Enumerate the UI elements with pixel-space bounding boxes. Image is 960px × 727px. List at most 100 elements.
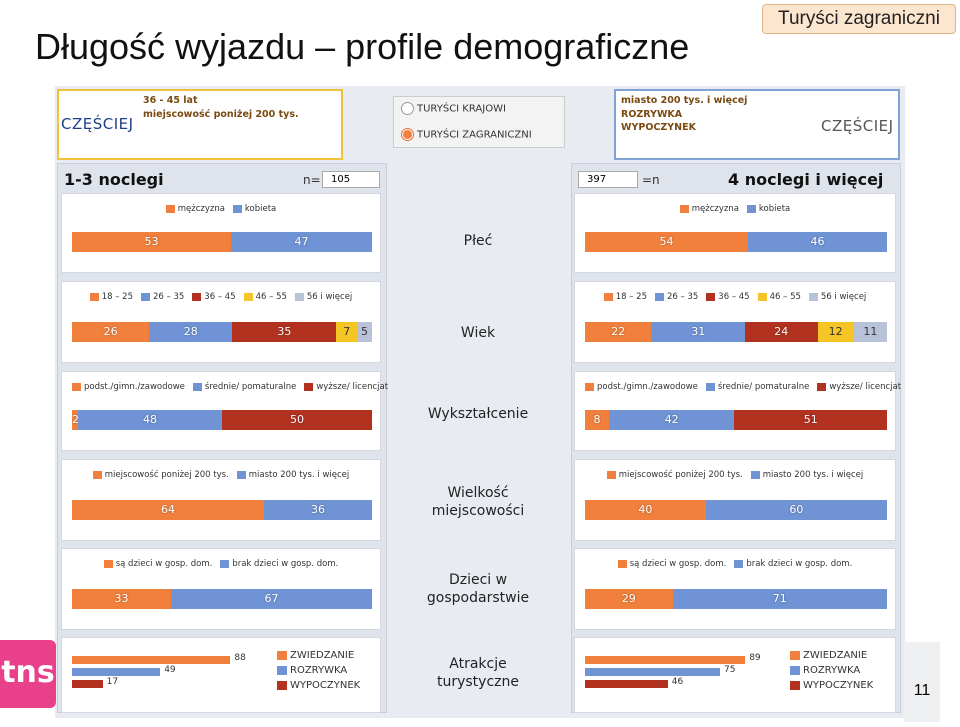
legend-item: średnie/ pomaturalne [192, 382, 297, 392]
segment-right-line2: ROZRYWKA [621, 109, 683, 120]
bar-segment: 28 [149, 322, 233, 342]
attraction-value: 75 [724, 665, 736, 675]
radio-domestic-label: TURYŚCI KRAJOWI [417, 103, 506, 115]
legend-item: miejscowość poniżej 200 tys. [92, 470, 229, 480]
legend-item: kobieta [232, 204, 277, 214]
legend-text: 46 – 55 [769, 292, 801, 302]
attraction-value: 17 [106, 677, 119, 687]
bar-segment: 54 [585, 232, 749, 252]
segment-left-line2: miejscowość poniżej 200 tys. [143, 109, 299, 120]
stacked-bar: 33 67 [72, 589, 372, 609]
radio-domestic[interactable]: TURYŚCI KRAJOWI [401, 102, 506, 115]
bar-segment: 24 [745, 322, 818, 342]
legend-text: 56 i więcej [820, 292, 867, 302]
panel-right-title: 4 noclegi i więcej [728, 170, 884, 189]
legend-text: podst./gimn./zawodowe [597, 382, 698, 392]
legend-text: mężczyzna [691, 204, 739, 214]
chart-card-5-0: 88 49 17 ZWIEDZANIE ROZRYWKA WYPOCZYNEK [61, 637, 381, 713]
category-label-1: Wiek [403, 324, 553, 342]
legend-text: miejscowość poniżej 200 tys. [104, 470, 229, 480]
legend-item: 26 – 35 [655, 292, 698, 302]
panel-right-n-value: 397 [578, 171, 638, 188]
bar-segment: 46 [748, 232, 887, 252]
tns-logo: tns [0, 640, 56, 708]
chart-card-2-1: podst./gimn./zawodowe średnie/ pomaturaln… [574, 371, 901, 451]
category-label-5: Atrakcje turystyczne [403, 655, 553, 691]
category-label-0: Płeć [403, 232, 553, 250]
radio-foreign[interactable]: TURYŚCI ZAGRANICZNI [401, 128, 532, 141]
segment-right-line1: miasto 200 tys. i więcej [621, 95, 748, 106]
bar-segment: 53 [72, 232, 231, 252]
attraction-value: 89 [749, 653, 761, 663]
legend-text: wyższe/ licencjat [316, 382, 389, 392]
legend-item: miejscowość poniżej 200 tys. [606, 470, 743, 480]
panel-right-n-label: =n [642, 173, 660, 187]
stacked-bar: 64 36 [72, 500, 372, 520]
bar-segment: 48 [78, 410, 222, 430]
legend-text: ROZRYWKA [803, 665, 861, 676]
bar-segment: 12 [817, 322, 854, 342]
category-label-line: miejscowości [431, 503, 525, 519]
chart-card-0-1: mężczyzna kobieta 54 46 [574, 193, 896, 273]
chart-card-5-1: 89 75 46 ZWIEDZANIE ROZRYWKA WYPOCZYNEK [574, 637, 896, 713]
radio-selected-icon [401, 128, 414, 141]
legend-swatch [294, 292, 304, 301]
bar-segment: 2 [72, 410, 78, 430]
panel-left-title: 1-3 noclegi [64, 170, 164, 189]
segment-left-line1: 36 - 45 lat [143, 95, 198, 106]
legend-swatch [750, 470, 760, 479]
legend-swatch [92, 470, 102, 479]
legend-swatch [817, 382, 827, 391]
attraction-bar [585, 656, 746, 664]
page-number: 11 [904, 642, 940, 722]
legend-text: brak dzieci w gosp. dom. [746, 559, 853, 569]
legend-item: 56 i więcej [808, 292, 867, 302]
legend-text: 18 – 25 [615, 292, 647, 302]
chart-legend: są dzieci w gosp. dom. brak dzieci w gosp… [575, 559, 895, 569]
bar-segment: 60 [705, 500, 887, 520]
bar-segment: 7 [336, 322, 358, 342]
legend-item: podst./gimn./zawodowe [72, 382, 185, 392]
stacked-bar: 22 31 24 12 11 [585, 322, 887, 342]
legend-text: miejscowość poniżej 200 tys. [618, 470, 743, 480]
legend-swatch [89, 292, 99, 301]
chart-legend: podst./gimn./zawodowe średnie/ pomaturaln… [62, 382, 388, 392]
legend-swatch [808, 292, 818, 301]
bar-segment: 36 [264, 500, 372, 520]
legend-swatch [705, 382, 715, 391]
legend-text: kobieta [758, 204, 791, 214]
radio-foreign-label: TURYŚCI ZAGRANICZNI [417, 129, 532, 141]
legend-swatch [277, 650, 287, 660]
legend-item: ZWIEDZANIE [277, 648, 360, 663]
chart-legend: miejscowość poniżej 200 tys. miasto 200 t… [575, 470, 895, 480]
category-label-line: Atrakcje [449, 656, 507, 672]
legend-text: wyższe/ licencjat [829, 382, 902, 392]
bar-segment: 31 [651, 322, 746, 342]
legend-swatch [141, 292, 150, 301]
legend-item: mężczyzna [679, 204, 739, 214]
legend-item: 36 – 45 [192, 292, 236, 302]
legend-swatch [232, 204, 242, 213]
legend-item: 56 i więcej [294, 292, 352, 302]
attraction-value: 49 [164, 665, 176, 675]
legend-swatch [192, 382, 202, 391]
legend-text: średnie/ pomaturalne [204, 382, 297, 392]
attraction-bar [585, 680, 668, 688]
chart-card-4-0: są dzieci w gosp. dom. brak dzieci w gosp… [61, 548, 381, 630]
segment-right-line3: WYPOCZYNEK [621, 122, 696, 133]
legend-item: brak dzieci w gosp. dom. [220, 559, 338, 569]
legend-text: 26 – 35 [153, 292, 185, 302]
segment-left-word: CZĘŚCIEJ [61, 115, 134, 133]
legend-swatch [304, 382, 314, 391]
legend-item: 36 – 45 [706, 292, 750, 302]
bar-segment: 33 [72, 589, 171, 609]
attraction-value: 46 [671, 677, 684, 687]
chart-legend: 18 – 25 26 – 35 36 – 45 46 – 55 56 i więcej [575, 292, 895, 302]
bar-segment: 71 [672, 589, 887, 609]
legend-item: brak dzieci w gosp. dom. [734, 559, 852, 569]
legend-text: kobieta [244, 204, 277, 214]
attraction-legend: ZWIEDZANIE ROZRYWKA WYPOCZYNEK [277, 648, 360, 693]
legend-text: mężczyzna [177, 204, 225, 214]
attraction-bar [72, 668, 161, 676]
legend-item: mężczyzna [165, 204, 225, 214]
